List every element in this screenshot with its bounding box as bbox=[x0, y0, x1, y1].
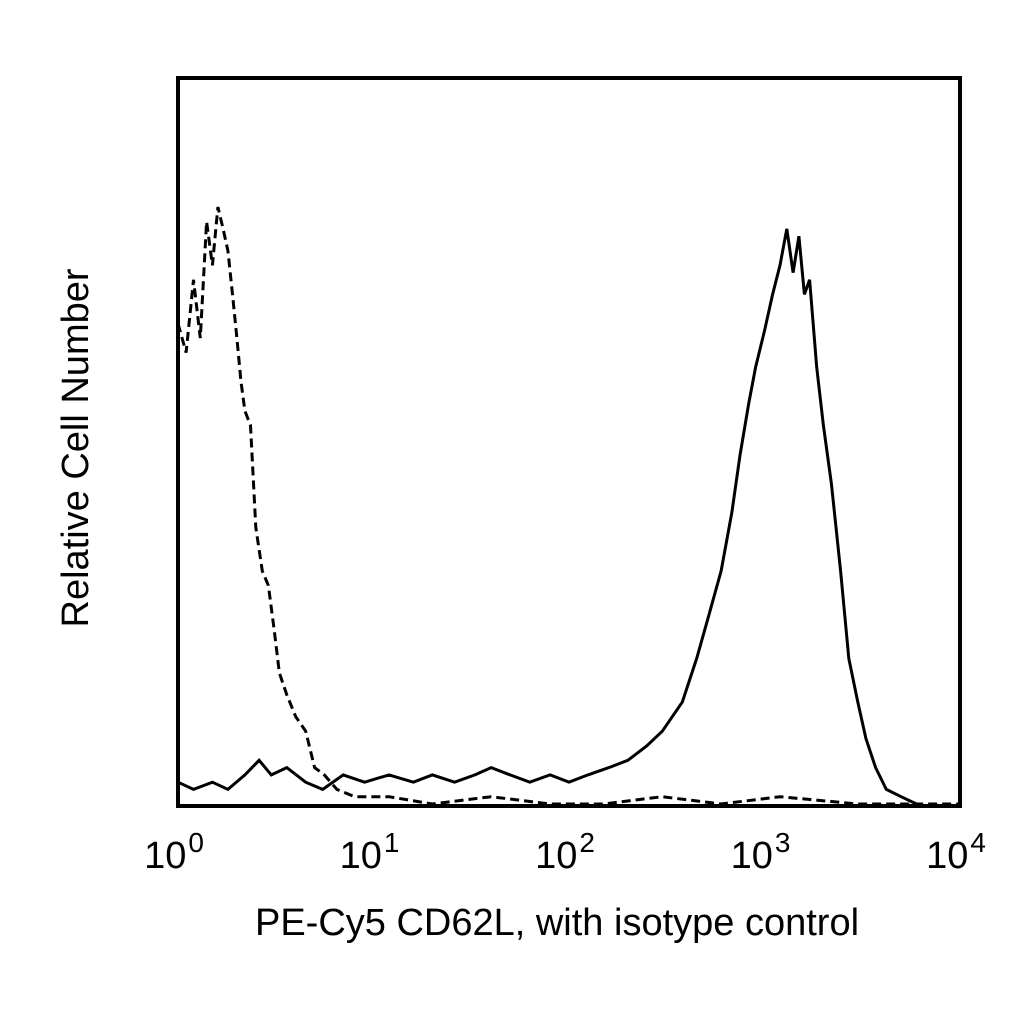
y-axis-label: Relative Cell Number bbox=[55, 268, 97, 627]
x-tick-label: 104 bbox=[926, 827, 986, 877]
cd62l-solid-line bbox=[177, 228, 918, 806]
x-tick-label: 102 bbox=[535, 827, 595, 877]
isotype-control-dashed-line bbox=[176, 206, 960, 806]
x-tick-base: 10 bbox=[340, 835, 382, 877]
x-tick-label: 100 bbox=[144, 827, 204, 877]
x-tick-exponent: 2 bbox=[579, 827, 595, 858]
x-tick-exponent: 0 bbox=[188, 827, 204, 858]
x-tick-labels: 100 101 102 103 104 bbox=[144, 827, 986, 877]
plot-frame bbox=[176, 76, 962, 808]
x-tick-exponent: 4 bbox=[970, 827, 986, 858]
x-tick-label: 101 bbox=[340, 827, 400, 877]
series-layer bbox=[176, 206, 960, 806]
x-tick-exponent: 1 bbox=[384, 827, 400, 858]
x-tick-base: 10 bbox=[144, 835, 186, 877]
x-tick-base: 10 bbox=[731, 835, 773, 877]
x-axis-label: PE-Cy5 CD62L, with isotype control bbox=[255, 902, 859, 944]
x-tick-base: 10 bbox=[926, 835, 968, 877]
x-tick-exponent: 3 bbox=[775, 827, 791, 858]
x-tick-base: 10 bbox=[535, 835, 577, 877]
x-tick-label: 103 bbox=[731, 827, 791, 877]
